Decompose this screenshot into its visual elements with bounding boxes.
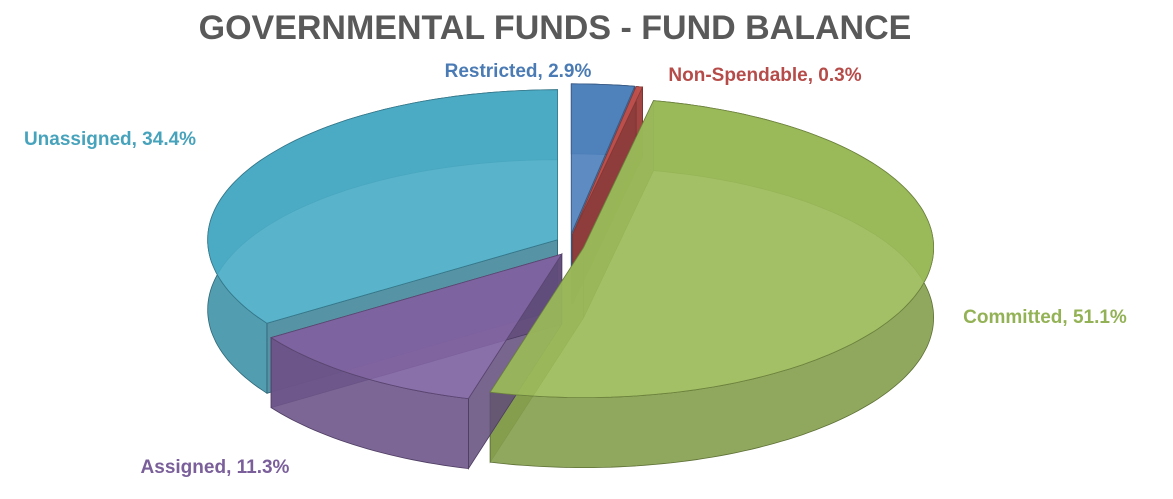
data-label: Non-Spendable, 0.3% xyxy=(668,65,861,86)
data-label: Restricted, 2.9% xyxy=(445,61,592,82)
data-label: Unassigned, 34.4% xyxy=(24,129,196,150)
slice xyxy=(570,83,636,234)
slice xyxy=(270,253,563,400)
slice xyxy=(489,100,935,398)
data-label: Assigned, 11.3% xyxy=(141,457,290,478)
slice xyxy=(207,89,558,324)
chart-title: GOVERNMENTAL FUNDS - FUND BALANCE xyxy=(199,9,912,47)
data-label: Committed, 51.1% xyxy=(963,307,1127,328)
slice xyxy=(572,86,644,235)
